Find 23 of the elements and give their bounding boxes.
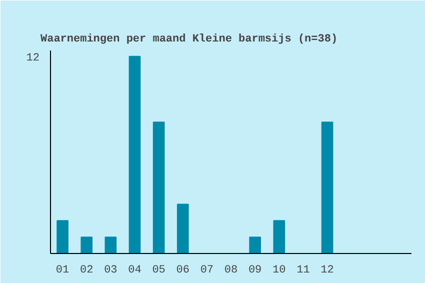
bar xyxy=(80,236,93,254)
x-tick-label: 04 xyxy=(128,264,142,276)
bar xyxy=(128,56,141,254)
bar xyxy=(56,220,68,254)
x-tick-label: 03 xyxy=(104,264,118,276)
x-tick-label: 10 xyxy=(272,264,286,276)
x-tick-label: 06 xyxy=(176,264,190,276)
x-tick-label: 09 xyxy=(248,264,262,276)
bar xyxy=(176,204,189,254)
x-tick-label: 11 xyxy=(296,264,310,276)
x-tick-label: 05 xyxy=(152,264,166,276)
bar xyxy=(104,236,117,254)
bar xyxy=(321,122,334,254)
x-tick-label: 01 xyxy=(56,264,70,276)
bar xyxy=(273,220,286,254)
text: 12 xyxy=(26,52,40,64)
bar xyxy=(249,236,261,254)
x-tick-label: 12 xyxy=(320,264,334,276)
chart-title: Waarnemingen per maand Kleine barmsijs (n=38) xyxy=(40,34,338,46)
x-tick-label: 02 xyxy=(80,264,94,276)
x-tick-label: 08 xyxy=(224,264,238,276)
x-tick-label: 07 xyxy=(200,264,214,276)
bar xyxy=(152,122,165,254)
